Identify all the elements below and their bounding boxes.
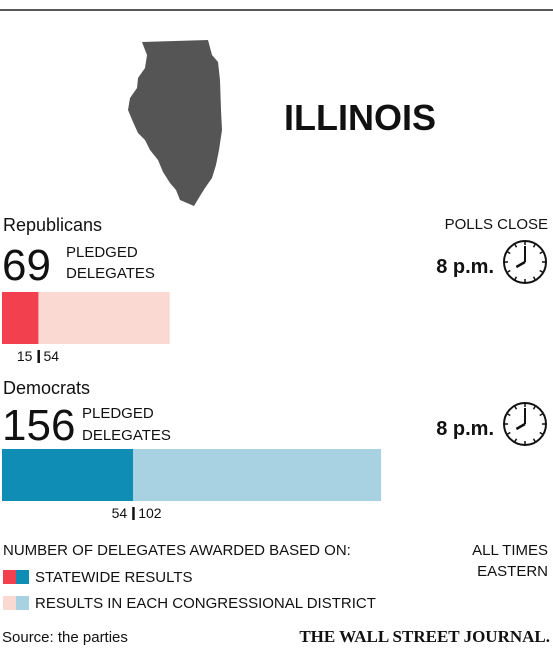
- clock-hand: [515, 260, 526, 269]
- clock-tick: [507, 431, 511, 435]
- bar-segment: [2, 449, 134, 501]
- divider: [132, 507, 135, 520]
- source: Source: the parties: [2, 629, 128, 646]
- segment-label: 54: [112, 505, 128, 521]
- bar-segment: [133, 449, 382, 501]
- bar-segment: [38, 292, 170, 344]
- clock-tick: [514, 406, 518, 410]
- clock-tick: [532, 276, 536, 280]
- state-shape: [128, 40, 222, 206]
- clock-hand: [515, 422, 526, 431]
- clock-tick: [539, 251, 543, 255]
- state-title: ILLINOIS: [284, 97, 436, 138]
- clock-tick: [514, 438, 518, 442]
- legend-entry: RESULTS IN EACH CONGRESSIONAL DISTRICT: [35, 595, 376, 612]
- clock-tick: [532, 438, 536, 442]
- clock-tick: [507, 413, 511, 417]
- legend-swatch: [3, 570, 16, 584]
- clock-tick: [532, 244, 536, 248]
- clock-tick: [539, 269, 543, 273]
- segment-label: 102: [138, 505, 162, 521]
- time-note: ALL TIMES: [472, 542, 548, 559]
- delegate-total: 156: [2, 401, 75, 450]
- clock-tick: [507, 251, 511, 255]
- publisher: THE WALL STREET JOURNAL.: [299, 627, 550, 646]
- delegate-label: PLEDGED: [66, 244, 138, 261]
- clock-tick: [539, 413, 543, 417]
- delegate-total: 69: [2, 241, 51, 290]
- clock-tick: [507, 269, 511, 273]
- legend-entry: STATEWIDE RESULTS: [35, 569, 193, 586]
- clock-tick: [514, 244, 518, 248]
- legend-swatch: [16, 596, 29, 610]
- segment-label: 15: [17, 348, 33, 364]
- polls-close-label: POLLS CLOSE: [445, 216, 548, 233]
- delegate-label: DELEGATES: [82, 427, 171, 444]
- clock-tick: [514, 276, 518, 280]
- legend-heading: NUMBER OF DELEGATES AWARDED BASED ON:: [3, 542, 351, 559]
- poll-time: 8 p.m.: [436, 418, 494, 440]
- divider: [37, 350, 40, 363]
- bar-segment: [2, 292, 39, 344]
- party-name: Republicans: [3, 215, 102, 235]
- party-name: Democrats: [3, 378, 90, 398]
- time-note: EASTERN: [477, 563, 548, 580]
- delegate-label: DELEGATES: [66, 265, 155, 282]
- legend-swatch: [3, 596, 16, 610]
- clock-tick: [532, 406, 536, 410]
- delegate-label: PLEDGED: [82, 405, 154, 422]
- segment-label: 54: [43, 348, 59, 364]
- clock-tick: [539, 431, 543, 435]
- legend-swatch: [16, 570, 29, 584]
- poll-time: 8 p.m.: [436, 256, 494, 278]
